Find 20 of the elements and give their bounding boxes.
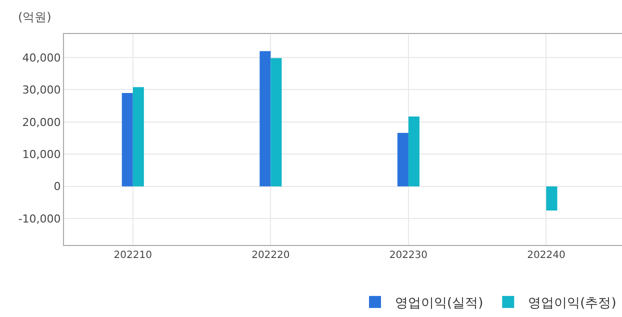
y-tick-label: 20,000 xyxy=(22,116,61,129)
y-tick-label: 40,000 xyxy=(22,51,61,64)
y-tick-label: 0 xyxy=(54,180,61,194)
x-tick-label: 202240 xyxy=(527,250,566,261)
bar xyxy=(408,116,420,186)
bar xyxy=(122,92,133,186)
x-tick-label: 202210 xyxy=(114,250,152,261)
bar xyxy=(260,51,271,186)
bar xyxy=(397,132,408,186)
bar xyxy=(270,58,282,186)
y-tick-label: 30,000 xyxy=(22,84,61,97)
x-tick-label: 202230 xyxy=(389,250,428,261)
x-tick-label: 202220 xyxy=(252,250,290,261)
bar xyxy=(546,186,558,211)
y-tick-label: -10,000 xyxy=(18,212,61,226)
bar xyxy=(132,87,144,186)
legend-label: 영업이익(추정) xyxy=(528,296,616,312)
legend-label: 영업이익(실적) xyxy=(395,296,484,312)
y-axis-title: (억원) xyxy=(18,10,52,24)
y-tick-label: 10,000 xyxy=(22,148,61,162)
